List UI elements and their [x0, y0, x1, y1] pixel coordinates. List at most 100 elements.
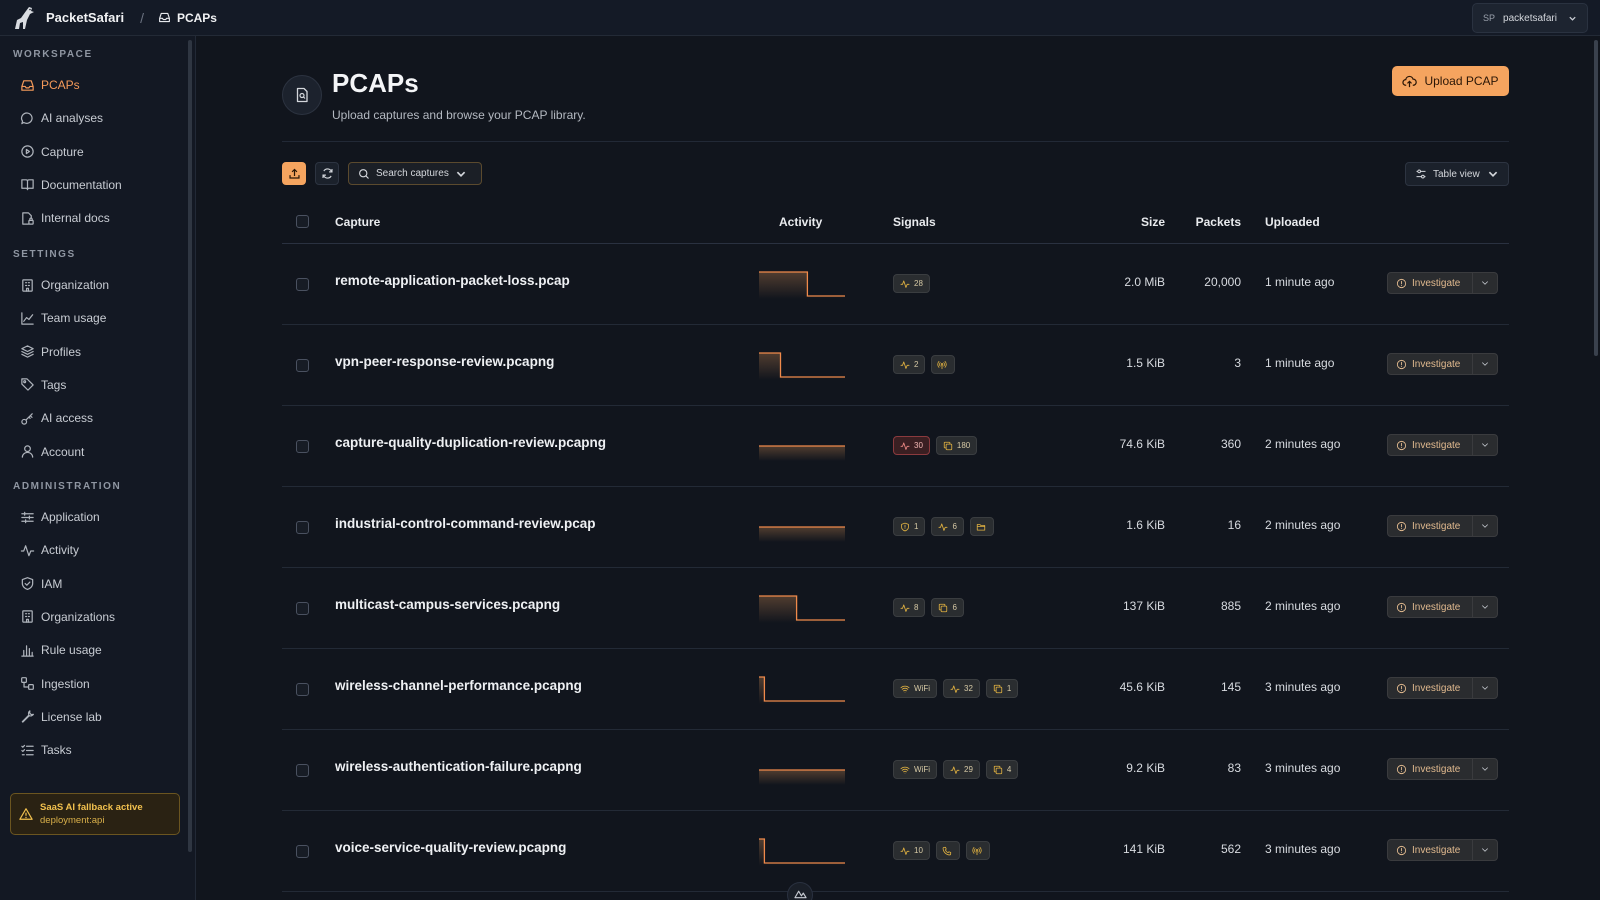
- investigate-button[interactable]: Investigate: [1388, 516, 1473, 536]
- investigate-menu-button[interactable]: [1473, 845, 1497, 855]
- investigate-button[interactable]: Investigate: [1388, 678, 1473, 698]
- signal-chip[interactable]: 6: [931, 598, 964, 617]
- breadcrumb[interactable]: PCAPs: [158, 11, 217, 25]
- sidebar-scrollbar[interactable]: [188, 40, 192, 852]
- table-row[interactable]: voice-service-quality-review.pcapng 10 141…: [282, 811, 1509, 892]
- brand-logo[interactable]: PacketSafari: [12, 6, 124, 30]
- capture-name[interactable]: multicast-campus-services.pcapng: [335, 597, 561, 612]
- capture-name[interactable]: wireless-channel-performance.pcapng: [335, 678, 582, 693]
- signal-chip[interactable]: 6: [931, 517, 964, 536]
- signal-chip[interactable]: 32: [943, 679, 980, 698]
- sidebar-item-rule-usage[interactable]: Rule usage: [20, 638, 180, 662]
- capture-name[interactable]: industrial-control-command-review.pcap: [335, 516, 596, 531]
- main-scrollbar[interactable]: [1594, 40, 1598, 356]
- signal-chip[interactable]: 1: [893, 517, 926, 536]
- table-view-button[interactable]: Table view: [1405, 162, 1509, 186]
- table-row[interactable]: multicast-campus-services.pcapng 8 6 137 Ki…: [282, 568, 1509, 649]
- sidebar-item-ingestion[interactable]: Ingestion: [20, 672, 180, 696]
- capture-size: 1.6 KiB: [1126, 518, 1165, 532]
- quick-upload-button[interactable]: [282, 162, 306, 185]
- column-header-signals[interactable]: Signals: [893, 215, 936, 229]
- upload-pcap-button[interactable]: Upload PCAP: [1392, 66, 1509, 96]
- signal-chip[interactable]: 8: [893, 598, 926, 617]
- row-checkbox[interactable]: [296, 845, 309, 858]
- investigate-menu-button[interactable]: [1473, 764, 1497, 774]
- investigate-menu-button[interactable]: [1473, 683, 1497, 693]
- signal-chip[interactable]: 29: [943, 760, 980, 779]
- investigate-menu-button[interactable]: [1473, 602, 1497, 612]
- sidebar-item-ai-analyses[interactable]: AI analyses: [20, 106, 180, 130]
- sidebar-item-organizations[interactable]: Organizations: [20, 605, 180, 629]
- table-row[interactable]: remote-application-packet-loss.pcap 28 2.0…: [282, 244, 1509, 325]
- sidebar-item-ai-access[interactable]: AI access: [20, 406, 180, 430]
- sidebar-item-license-lab[interactable]: License lab: [20, 705, 180, 729]
- column-header-uploaded[interactable]: Uploaded: [1265, 215, 1320, 229]
- signal-chip[interactable]: 4: [985, 760, 1019, 779]
- sidebar-item-capture[interactable]: Capture: [20, 140, 180, 164]
- footer-logo-button[interactable]: [787, 882, 813, 900]
- investigate-button[interactable]: Investigate: [1388, 840, 1473, 860]
- column-header-size[interactable]: Size: [1140, 215, 1165, 229]
- investigate-menu-button[interactable]: [1473, 440, 1497, 450]
- signal-chip[interactable]: 28: [893, 274, 930, 293]
- row-checkbox[interactable]: [296, 764, 309, 777]
- signal-chip[interactable]: [969, 517, 994, 536]
- table-row[interactable]: wireless-authentication-failure.pcapng Wi…: [282, 730, 1509, 811]
- sidebar-item-organization[interactable]: Organization: [20, 273, 180, 297]
- sidebar-item-team-usage[interactable]: Team usage: [20, 306, 180, 330]
- table-row[interactable]: capture-quality-duplication-review.pcapn…: [282, 406, 1509, 487]
- investigate-button[interactable]: Investigate: [1388, 273, 1473, 293]
- signal-chip[interactable]: WiFi: [893, 679, 937, 698]
- investigate-menu-button[interactable]: [1473, 278, 1497, 288]
- activity-sparkline: [759, 445, 845, 461]
- investigate-menu-button[interactable]: [1473, 359, 1497, 369]
- table-row[interactable]: vpn-peer-response-review.pcapng 2 1.5 KiB 3…: [282, 325, 1509, 406]
- investigate-menu-button[interactable]: [1473, 521, 1497, 531]
- investigate-button[interactable]: Investigate: [1388, 759, 1473, 779]
- row-checkbox[interactable]: [296, 440, 309, 453]
- signal-value: 6: [952, 522, 957, 531]
- column-header-activity[interactable]: Activity: [779, 215, 823, 229]
- investigate-button[interactable]: Investigate: [1388, 354, 1473, 374]
- signal-chip[interactable]: 10: [893, 841, 930, 860]
- sidebar-item-internal-docs[interactable]: Internal docs: [20, 206, 180, 230]
- row-checkbox[interactable]: [296, 683, 309, 696]
- column-header-packets[interactable]: Packets: [1195, 215, 1241, 229]
- capture-name[interactable]: voice-service-quality-review.pcapng: [335, 840, 567, 855]
- signal-chip[interactable]: 1: [985, 679, 1019, 698]
- row-checkbox[interactable]: [296, 278, 309, 291]
- capture-size: 141 KiB: [1122, 842, 1165, 856]
- capture-name[interactable]: vpn-peer-response-review.pcapng: [335, 354, 555, 369]
- signal-chip[interactable]: WiFi: [893, 760, 937, 779]
- row-checkbox[interactable]: [296, 602, 309, 615]
- sidebar-item-iam[interactable]: IAM: [20, 572, 180, 596]
- select-all-checkbox[interactable]: [296, 215, 309, 228]
- capture-name[interactable]: remote-application-packet-loss.pcap: [335, 273, 570, 288]
- table-row[interactable]: wireless-channel-performance.pcapng WiFi 3…: [282, 649, 1509, 730]
- signal-chip[interactable]: 30: [893, 436, 930, 455]
- sidebar-item-profiles[interactable]: Profiles: [20, 340, 180, 364]
- column-header-capture[interactable]: Capture: [335, 215, 381, 229]
- sidebar-item-documentation[interactable]: Documentation: [20, 173, 180, 197]
- row-checkbox[interactable]: [296, 521, 309, 534]
- sidebar-item-tags[interactable]: Tags: [20, 373, 180, 397]
- sidebar-item-pcaps[interactable]: PCAPs: [20, 73, 180, 97]
- signal-chip[interactable]: 2: [893, 355, 926, 374]
- search-captures-button[interactable]: Search captures: [348, 162, 482, 185]
- table-row[interactable]: industrial-control-command-review.pcap 1 6…: [282, 487, 1509, 568]
- refresh-button[interactable]: [315, 162, 339, 185]
- capture-name[interactable]: capture-quality-duplication-review.pcapn…: [335, 435, 607, 450]
- investigate-button[interactable]: Investigate: [1388, 435, 1473, 455]
- signal-chip[interactable]: [965, 841, 990, 860]
- user-menu-button[interactable]: SP packetsafari: [1472, 3, 1588, 33]
- signal-chip[interactable]: [931, 355, 956, 374]
- signal-chip[interactable]: [935, 841, 960, 860]
- sidebar-item-activity[interactable]: Activity: [20, 538, 180, 562]
- sidebar-item-tasks[interactable]: Tasks: [20, 738, 180, 762]
- investigate-button[interactable]: Investigate: [1388, 597, 1473, 617]
- sidebar-item-account[interactable]: Account: [20, 440, 180, 464]
- signal-chip[interactable]: 180: [935, 436, 978, 455]
- capture-name[interactable]: wireless-authentication-failure.pcapng: [335, 759, 582, 774]
- row-checkbox[interactable]: [296, 359, 309, 372]
- sidebar-item-application[interactable]: Application: [20, 505, 180, 529]
